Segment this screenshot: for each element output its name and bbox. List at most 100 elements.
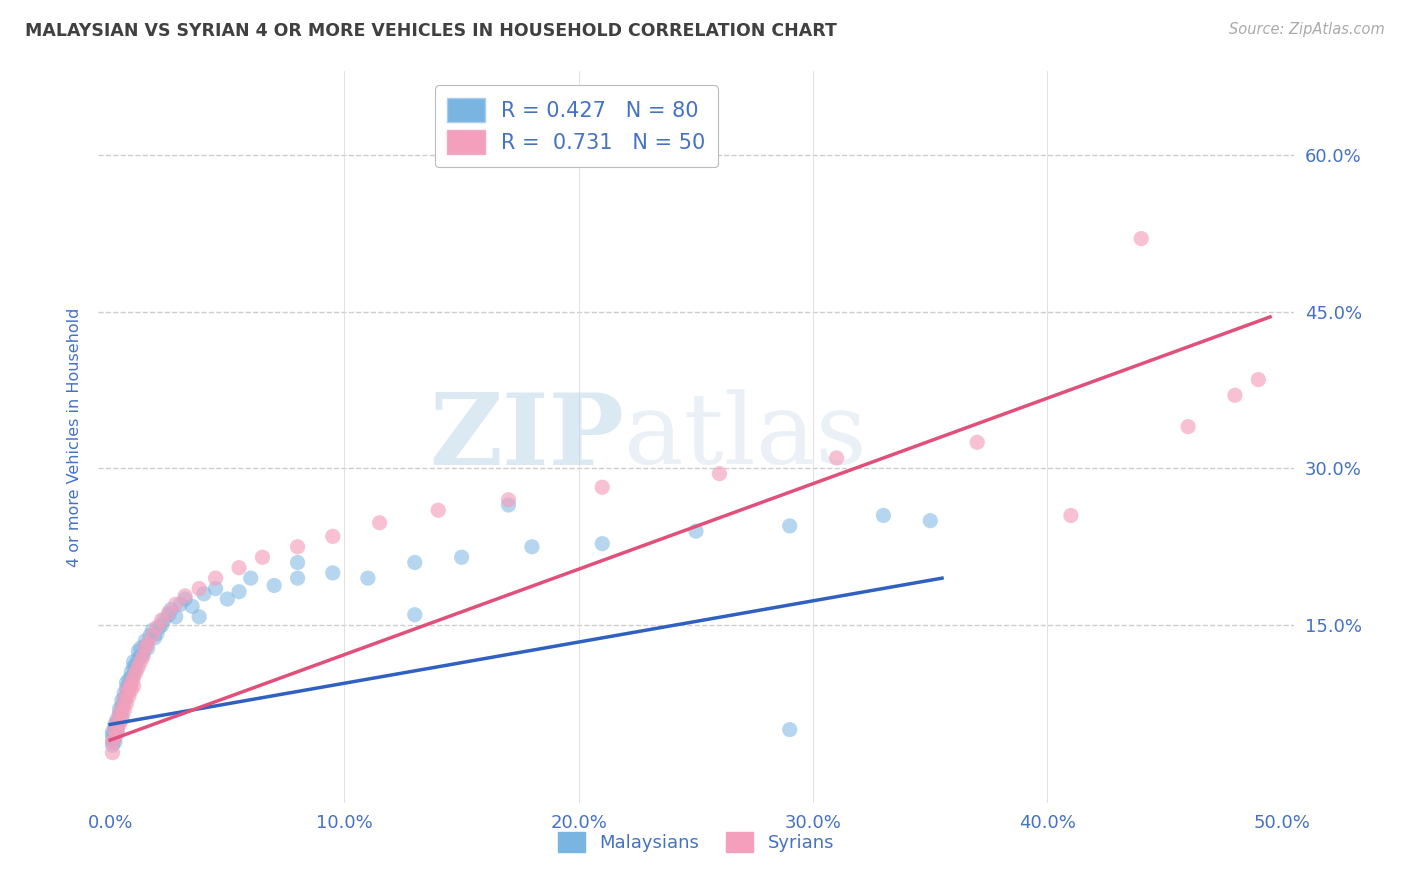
Point xyxy=(287,571,309,585)
Point xyxy=(174,592,197,607)
Point xyxy=(101,733,124,747)
Point xyxy=(122,679,145,693)
Point xyxy=(108,702,131,716)
Point xyxy=(104,723,127,737)
Text: ZIP: ZIP xyxy=(429,389,624,485)
Point xyxy=(263,578,285,592)
Point xyxy=(122,655,145,669)
Point xyxy=(136,641,159,656)
Point xyxy=(111,693,134,707)
Point xyxy=(709,467,731,481)
Text: Source: ZipAtlas.com: Source: ZipAtlas.com xyxy=(1229,22,1385,37)
Point xyxy=(122,670,145,684)
Point xyxy=(239,571,262,585)
Point xyxy=(104,717,127,731)
Point xyxy=(139,629,162,643)
Point xyxy=(1247,373,1270,387)
Point xyxy=(134,639,156,653)
Point xyxy=(1060,508,1083,523)
Point xyxy=(966,435,988,450)
Point xyxy=(368,516,391,530)
Point xyxy=(104,735,127,749)
Point xyxy=(404,556,426,570)
Point xyxy=(427,503,450,517)
Point xyxy=(127,651,149,665)
Point xyxy=(252,550,274,565)
Point xyxy=(136,637,159,651)
Point xyxy=(111,702,134,716)
Point xyxy=(322,566,344,580)
Point xyxy=(141,629,163,643)
Point xyxy=(779,723,801,737)
Point xyxy=(204,582,226,596)
Point xyxy=(115,690,138,704)
Point xyxy=(872,508,894,523)
Point xyxy=(105,724,128,739)
Point xyxy=(101,728,124,742)
Point xyxy=(118,673,141,687)
Point xyxy=(157,606,180,620)
Point xyxy=(111,704,134,718)
Point xyxy=(120,675,142,690)
Point xyxy=(129,641,152,656)
Point xyxy=(357,571,380,585)
Point xyxy=(825,450,848,465)
Point xyxy=(132,649,155,664)
Point xyxy=(122,660,145,674)
Point xyxy=(118,679,141,693)
Point xyxy=(108,706,131,721)
Point xyxy=(188,609,211,624)
Point xyxy=(287,540,309,554)
Point xyxy=(141,624,163,638)
Point xyxy=(115,675,138,690)
Point xyxy=(165,597,187,611)
Point xyxy=(146,620,169,634)
Point xyxy=(111,710,134,724)
Point xyxy=(104,728,127,742)
Point xyxy=(104,723,127,737)
Point xyxy=(685,524,707,538)
Point xyxy=(169,597,191,611)
Point xyxy=(204,571,226,585)
Point xyxy=(127,644,149,658)
Point xyxy=(112,691,135,706)
Point xyxy=(134,641,156,656)
Point xyxy=(105,712,128,726)
Point xyxy=(498,498,520,512)
Point xyxy=(120,675,142,690)
Point xyxy=(920,514,942,528)
Point xyxy=(498,492,520,507)
Point xyxy=(193,587,215,601)
Point xyxy=(1177,419,1199,434)
Text: atlas: atlas xyxy=(624,389,868,485)
Point xyxy=(228,560,250,574)
Point xyxy=(404,607,426,622)
Y-axis label: 4 or more Vehicles in Household: 4 or more Vehicles in Household xyxy=(67,308,83,566)
Point xyxy=(105,714,128,729)
Point xyxy=(108,706,131,721)
Point xyxy=(118,690,141,704)
Point xyxy=(105,717,128,731)
Text: MALAYSIAN VS SYRIAN 4 OR MORE VEHICLES IN HOUSEHOLD CORRELATION CHART: MALAYSIAN VS SYRIAN 4 OR MORE VEHICLES I… xyxy=(25,22,837,40)
Point xyxy=(287,556,309,570)
Point xyxy=(118,681,141,695)
Point xyxy=(120,670,142,684)
Point xyxy=(150,618,173,632)
Point xyxy=(228,584,250,599)
Point xyxy=(112,697,135,711)
Point xyxy=(104,731,127,745)
Point xyxy=(108,717,131,731)
Point xyxy=(101,724,124,739)
Point xyxy=(520,540,543,554)
Point xyxy=(101,735,124,749)
Point xyxy=(125,657,148,672)
Point xyxy=(105,721,128,735)
Point xyxy=(105,724,128,739)
Point xyxy=(591,536,613,550)
Point xyxy=(112,704,135,718)
Point xyxy=(160,602,183,616)
Point xyxy=(153,613,176,627)
Point xyxy=(1130,231,1153,245)
Point xyxy=(322,529,344,543)
Point xyxy=(104,731,127,745)
